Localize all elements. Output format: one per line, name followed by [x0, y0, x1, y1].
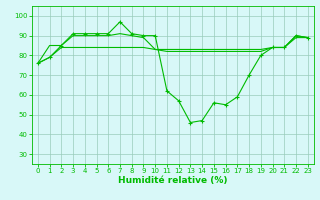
- X-axis label: Humidité relative (%): Humidité relative (%): [118, 176, 228, 185]
